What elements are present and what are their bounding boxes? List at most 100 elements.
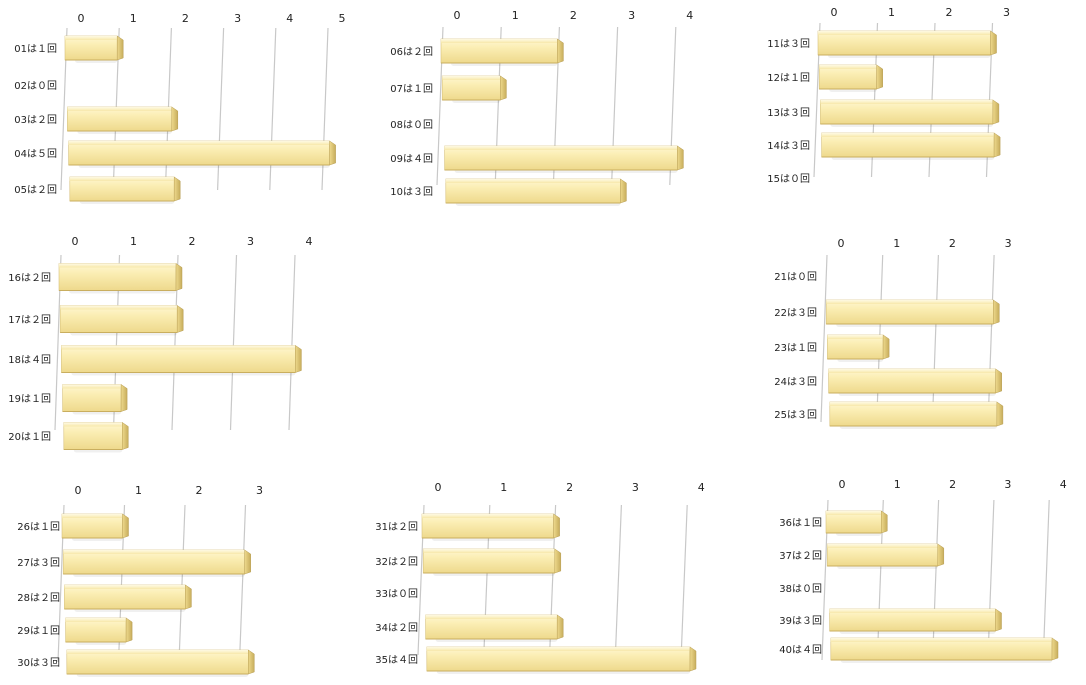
category-label: 17は２回 [8,314,51,326]
x-tick-label: 3 [628,9,635,22]
x-tick-label: 4 [698,481,705,494]
category-label: 14は３回 [767,140,810,152]
category-label: 03は２回 [14,114,57,126]
category-label: 27は３回 [17,557,60,569]
gridline [614,504,622,656]
gridline [987,499,995,661]
category-label: 23は１回 [774,342,817,354]
bar [441,75,507,103]
bar [826,543,945,569]
category-label: 15は０回 [767,173,810,185]
x-tick-label: 0 [78,12,85,25]
bar-panel-4: 0 1 2 3 4 16は２回 17は２回 18は４回 19は１回 20は１回 [8,235,313,453]
bar [444,145,684,173]
bar-panel-5: 0 1 2 3 21は０回 22は３回 23は１回 24は３回 25は３回 [774,237,1012,429]
x-tick-label: 3 [256,484,263,497]
bar [829,401,1004,429]
x-tick-label: 2 [566,481,573,494]
x-tick-label: 3 [234,12,241,25]
category-label: 10は３回 [390,186,433,198]
category-label: 26は１回 [17,521,60,533]
category-label: 24は３回 [774,376,817,388]
x-tick-label: 2 [182,12,189,25]
category-label: 29は１回 [17,625,60,637]
x-tick-label: 0 [831,6,838,19]
category-label: 32は２回 [375,556,418,568]
category-label: 34は２回 [375,622,418,634]
category-label: 08は０回 [390,119,433,131]
category-label: 09は４回 [390,153,433,165]
x-tick-label: 5 [339,12,346,25]
x-tick-label: 4 [306,235,313,248]
bar [425,614,564,642]
x-tick-label: 0 [75,484,82,497]
bar [64,584,192,612]
x-tick-label: 2 [189,235,196,248]
category-label: 37は２回 [779,550,822,562]
gridline [229,254,238,431]
category-label: 38は０回 [779,583,822,595]
category-label: 40は４回 [779,644,822,656]
gridline [288,254,296,431]
category-label: 04は５回 [14,148,57,160]
category-label: 36は１回 [779,517,822,529]
x-tick-label: 4 [686,9,693,22]
x-tick-label: 0 [72,235,79,248]
bar-panel-7: 0 1 2 3 4 31は２回 32は２回 33は０回 34は２回 35は４回 [375,481,705,674]
bar [426,646,697,674]
x-tick-label: 3 [1004,478,1011,491]
category-label: 35は４回 [375,654,418,666]
x-tick-label: 2 [946,6,953,19]
bar [829,608,1002,634]
x-tick-label: 1 [130,235,137,248]
x-tick-label: 0 [838,237,845,250]
bar [818,64,883,92]
bar [68,140,336,168]
bar [825,510,888,536]
x-tick-label: 3 [632,481,639,494]
bar [820,99,1000,127]
x-tick-label: 0 [454,9,461,22]
x-tick-label: 1 [500,481,507,494]
bar [62,549,251,577]
bar [440,38,564,66]
bar [58,263,183,294]
bar [445,178,627,206]
category-label: 11は３回 [767,38,810,50]
category-label: 12は１回 [767,72,810,84]
category-label: 39は３回 [779,615,822,627]
x-tick-label: 2 [949,478,956,491]
category-label: 18は４回 [8,354,51,366]
gridline [238,504,247,663]
bar [67,106,179,134]
category-label: 07は１回 [390,83,433,95]
category-label: 22は３回 [774,307,817,319]
gridline [987,254,995,423]
bar [825,299,1000,327]
bar [63,422,129,453]
gridline [680,504,688,656]
category-label: 05は２回 [14,184,57,196]
bar [821,132,1001,160]
bar-panel-1: 0 1 2 3 4 5 01は１回 02は０回 03は２回 04は５回 05は２回 [14,12,346,204]
x-tick-label: 3 [1005,237,1012,250]
gridline [820,254,828,423]
x-tick-label: 4 [1060,478,1067,491]
category-label: 02は０回 [14,80,57,92]
bar [422,548,562,576]
gridline [178,504,186,663]
category-label: 13は３回 [767,107,810,119]
bar [59,305,184,336]
category-label: 30は３回 [17,657,60,669]
gridline [1042,499,1050,661]
x-tick-label: 3 [1003,6,1010,19]
bar [421,513,560,541]
x-tick-label: 1 [893,237,900,250]
category-label: 01は１回 [14,43,57,55]
x-tick-label: 4 [286,12,293,25]
bar [66,649,255,677]
bar-panel-8: 0 1 2 3 4 36は１回 37は２回 38は０回 39は３回 40は４回 [779,478,1067,663]
x-tick-label: 2 [196,484,203,497]
